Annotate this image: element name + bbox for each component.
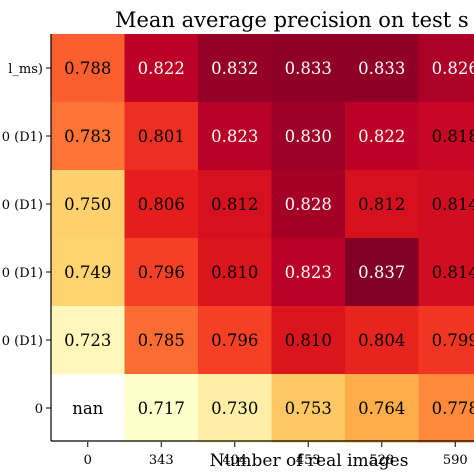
cell-value-label: 0.723 (64, 331, 111, 350)
cell-value-label: 0.796 (211, 331, 258, 350)
heatmap-cell (198, 170, 272, 239)
heatmap-cell (198, 238, 272, 307)
cell-value-label: 0.806 (138, 195, 185, 214)
heatmap-cell (418, 170, 474, 239)
heatmap-cell (418, 238, 474, 307)
heatmap-cell (271, 306, 346, 375)
y-tick-label: l_ms) (8, 62, 43, 77)
heatmap-cell (345, 238, 419, 307)
cell-value-label: 0.785 (138, 331, 185, 350)
heatmap-cell (198, 374, 272, 443)
cell-value-label: 0.822 (138, 59, 185, 78)
cell-value-label: 0.833 (358, 59, 405, 78)
y-tick-label: 0 (D1) (2, 198, 43, 213)
x-tick-label: 528 (369, 453, 394, 468)
y-tick-label: 0 (D1) (2, 334, 43, 349)
cell-value-label: 0.749 (64, 263, 111, 282)
heatmap-cell (51, 374, 125, 443)
y-tick-label: 0 (D1) (2, 266, 43, 281)
heatmap-cell (271, 34, 346, 103)
cell-value-label: 0.717 (138, 399, 185, 418)
heatmap-cell (271, 238, 346, 307)
cell-value-label: 0.828 (285, 195, 332, 214)
cell-value-label: 0.818 (432, 127, 474, 146)
x-tick-label: 453 (296, 453, 321, 468)
cell-value-label: 0.823 (211, 127, 258, 146)
cell-value-label: 0.801 (138, 127, 185, 146)
heatmap-cell (51, 238, 125, 307)
cell-value-label: 0.810 (285, 331, 332, 350)
cell-value-label: 0.788 (64, 59, 111, 78)
cell-value-label: 0.796 (138, 263, 185, 282)
heatmap-cell (124, 374, 199, 443)
cell-value-label: 0.799 (432, 331, 474, 350)
x-tick-label: 0 (84, 453, 92, 468)
x-tick-label: 343 (149, 453, 174, 468)
heatmap-cell (418, 306, 474, 375)
heatmap-cell (51, 306, 125, 375)
heatmap-cells: 0.788 0.822 0.832 0.833 0.833 0.826 0.783 0.801… (51, 34, 474, 443)
heatmap-cell (124, 170, 199, 239)
y-tick-label: 0 (35, 402, 43, 417)
cell-value-label: 0.783 (64, 127, 111, 146)
y-tick-label: 0 (D1) (2, 130, 43, 145)
heatmap-cell (124, 306, 199, 375)
y-axis: l_ms) 0 (D1) 0 (D1) 0 (D1) 0 (D1) 0 (2, 62, 51, 417)
heatmap-cell (345, 34, 419, 103)
x-tick-label: 404 (222, 453, 247, 468)
heatmap-cell (345, 170, 419, 239)
heatmap-cell (124, 238, 199, 307)
heatmap-cell (345, 306, 419, 375)
cell-value-label: 0.826 (432, 59, 474, 78)
cell-value-label: 0.804 (358, 331, 405, 350)
heatmap-cell (51, 34, 125, 103)
cell-value-label: 0.833 (285, 59, 332, 78)
cell-value-label: 0.832 (211, 59, 258, 78)
heatmap-cell (51, 170, 125, 239)
cell-value-label: 0.814 (432, 195, 474, 214)
cell-value-label: 0.830 (285, 127, 332, 146)
heatmap-cell (345, 374, 419, 443)
heatmap-cell (198, 102, 272, 171)
cell-value-label: 0.823 (285, 263, 332, 282)
heatmap-cell (271, 170, 346, 239)
heatmap-cell (418, 374, 474, 443)
chart-title: Mean average precision on test s (115, 8, 469, 32)
cell-value-label: 0.753 (285, 399, 332, 418)
heatmap-cell (124, 34, 199, 103)
cell-value-label: 0.812 (211, 195, 258, 214)
cell-value-label: 0.778 (432, 399, 474, 418)
heatmap-cell (345, 102, 419, 171)
cell-value-label: 0.730 (211, 399, 258, 418)
cell-value-label: 0.810 (211, 263, 258, 282)
cell-value-label: nan (72, 399, 103, 418)
cell-value-label: 0.837 (358, 263, 405, 282)
heatmap-cell (271, 102, 346, 171)
heatmap-cell (124, 102, 199, 171)
x-axis: 0 343 404 453 528 590 (84, 442, 468, 468)
cell-value-label: 0.812 (358, 195, 405, 214)
x-axis-title: Number of real images (210, 451, 409, 471)
heatmap-cell (418, 102, 474, 171)
heatmap-cell (418, 34, 474, 103)
cell-value-label: 0.764 (358, 399, 405, 418)
heatmap-cell (198, 34, 272, 103)
cell-value-label: 0.822 (358, 127, 405, 146)
heatmap-cell (271, 374, 346, 443)
cell-value-label: 0.814 (432, 263, 474, 282)
heatmap-cell (198, 306, 272, 375)
heatmap-cell (51, 102, 125, 171)
x-tick-label: 590 (443, 453, 468, 468)
cell-value-label: 0.750 (64, 195, 111, 214)
